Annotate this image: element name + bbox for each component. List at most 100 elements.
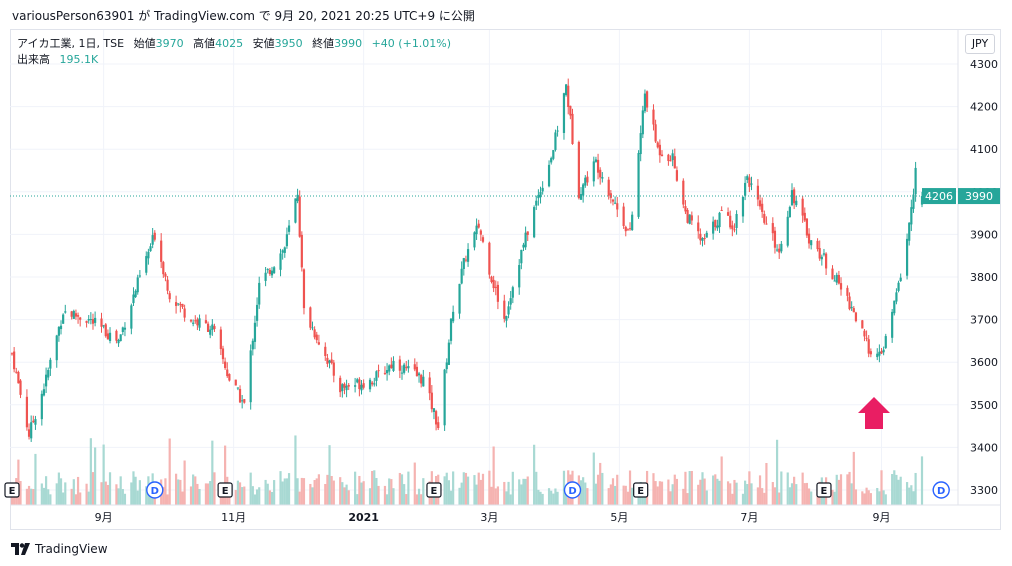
svg-text:E: E <box>431 486 438 497</box>
volume-bar <box>445 472 448 505</box>
volume-bar <box>238 482 242 505</box>
volume-bar <box>771 482 774 505</box>
candle-body <box>358 379 361 390</box>
volume-bar <box>464 472 468 505</box>
candle-body <box>562 93 566 133</box>
volume-bar <box>628 470 632 505</box>
candle-body <box>10 353 14 355</box>
price-tick-label: 4100 <box>970 143 998 156</box>
arrow-up-icon <box>858 397 890 429</box>
volume-bar <box>264 479 267 505</box>
currency-button[interactable]: JPY <box>965 34 995 54</box>
candle-body <box>160 240 163 262</box>
volume-bar <box>876 487 879 505</box>
price-tick-label: 3800 <box>970 271 998 284</box>
volume-bar <box>117 488 120 505</box>
candle-body <box>121 327 124 332</box>
candle-body <box>639 133 642 155</box>
candle-body <box>49 359 52 369</box>
candle-body <box>392 360 395 371</box>
candle-body <box>729 215 732 228</box>
candle-body <box>509 298 512 305</box>
volume-bar <box>241 487 244 505</box>
candle-body <box>57 327 60 336</box>
candle-body <box>658 144 661 156</box>
candle-body <box>567 85 570 107</box>
candle-body <box>746 176 749 180</box>
candle-body <box>748 177 751 187</box>
candle-body <box>535 200 538 206</box>
candle-body <box>905 238 909 276</box>
candle-body <box>686 210 689 223</box>
volume-bar <box>494 488 497 505</box>
chart-frame <box>10 29 1001 530</box>
volume-bar <box>599 462 602 505</box>
volume-bar <box>705 490 708 505</box>
volume-bar <box>221 492 225 505</box>
volume-bar <box>537 489 540 505</box>
volume-bar <box>354 471 357 505</box>
time-tick-label: 7月 <box>740 511 758 524</box>
candle-body <box>224 361 227 368</box>
volume-bar <box>880 470 883 505</box>
volume-bar <box>253 494 257 505</box>
candle-body <box>177 303 180 305</box>
candle-body <box>624 226 627 232</box>
price-tick-label: 3600 <box>970 356 998 369</box>
candle-body <box>599 169 602 178</box>
volume-bar <box>831 489 834 505</box>
candle-body <box>149 246 152 252</box>
candle-body <box>697 222 700 232</box>
candle-body <box>848 296 851 310</box>
candle-body <box>761 203 764 212</box>
volume-bar <box>362 481 365 505</box>
candle-body <box>428 377 431 394</box>
candle-body <box>712 221 715 234</box>
volume-bar <box>520 484 523 505</box>
volume-bar <box>701 472 704 505</box>
candle-body <box>824 253 828 269</box>
volume-bar <box>27 485 31 505</box>
volume-bar <box>72 479 75 505</box>
volume-bar <box>714 474 717 505</box>
volume-bar <box>712 475 715 505</box>
candle-body <box>835 274 838 283</box>
candle-body <box>226 369 229 377</box>
candle-body <box>196 319 199 326</box>
volume-bar <box>550 490 553 505</box>
volume-bar <box>850 483 853 505</box>
candle-body <box>571 113 574 144</box>
volume-bar <box>42 487 46 505</box>
candle-body <box>801 198 804 216</box>
volume-bar <box>49 494 52 505</box>
candle-body <box>594 159 598 162</box>
volume-bar <box>62 492 65 505</box>
volume-bar <box>449 490 453 505</box>
candle-body <box>891 311 894 338</box>
volume-bar <box>833 491 836 505</box>
volume-bar <box>266 483 269 505</box>
volume-bar <box>311 487 314 505</box>
volume-bar <box>44 476 48 505</box>
volume-bar <box>750 483 753 505</box>
change-value: +40 (+1.01%) <box>371 37 452 50</box>
symbol-label[interactable]: アイカ工業, 1日, TSE <box>17 37 125 50</box>
volume-bar <box>503 481 506 505</box>
volume-bar <box>236 480 240 505</box>
tradingview-brand[interactable]: TradingView <box>11 542 108 556</box>
grid-lines <box>10 30 958 505</box>
price-axis: 4300420041004000390038003700360035003400… <box>970 58 998 497</box>
candle-body <box>238 388 242 403</box>
volume-bar <box>392 488 395 505</box>
volume-label: 出来高 <box>17 53 50 66</box>
candle-body <box>780 243 783 252</box>
candle-body <box>733 229 736 231</box>
volume-bar <box>356 494 359 505</box>
candle-body <box>34 419 37 425</box>
candle-body <box>507 306 510 315</box>
candle-body <box>330 359 333 364</box>
volume-bar <box>420 494 423 505</box>
volume-bar <box>758 475 762 505</box>
candle-body <box>198 318 201 328</box>
